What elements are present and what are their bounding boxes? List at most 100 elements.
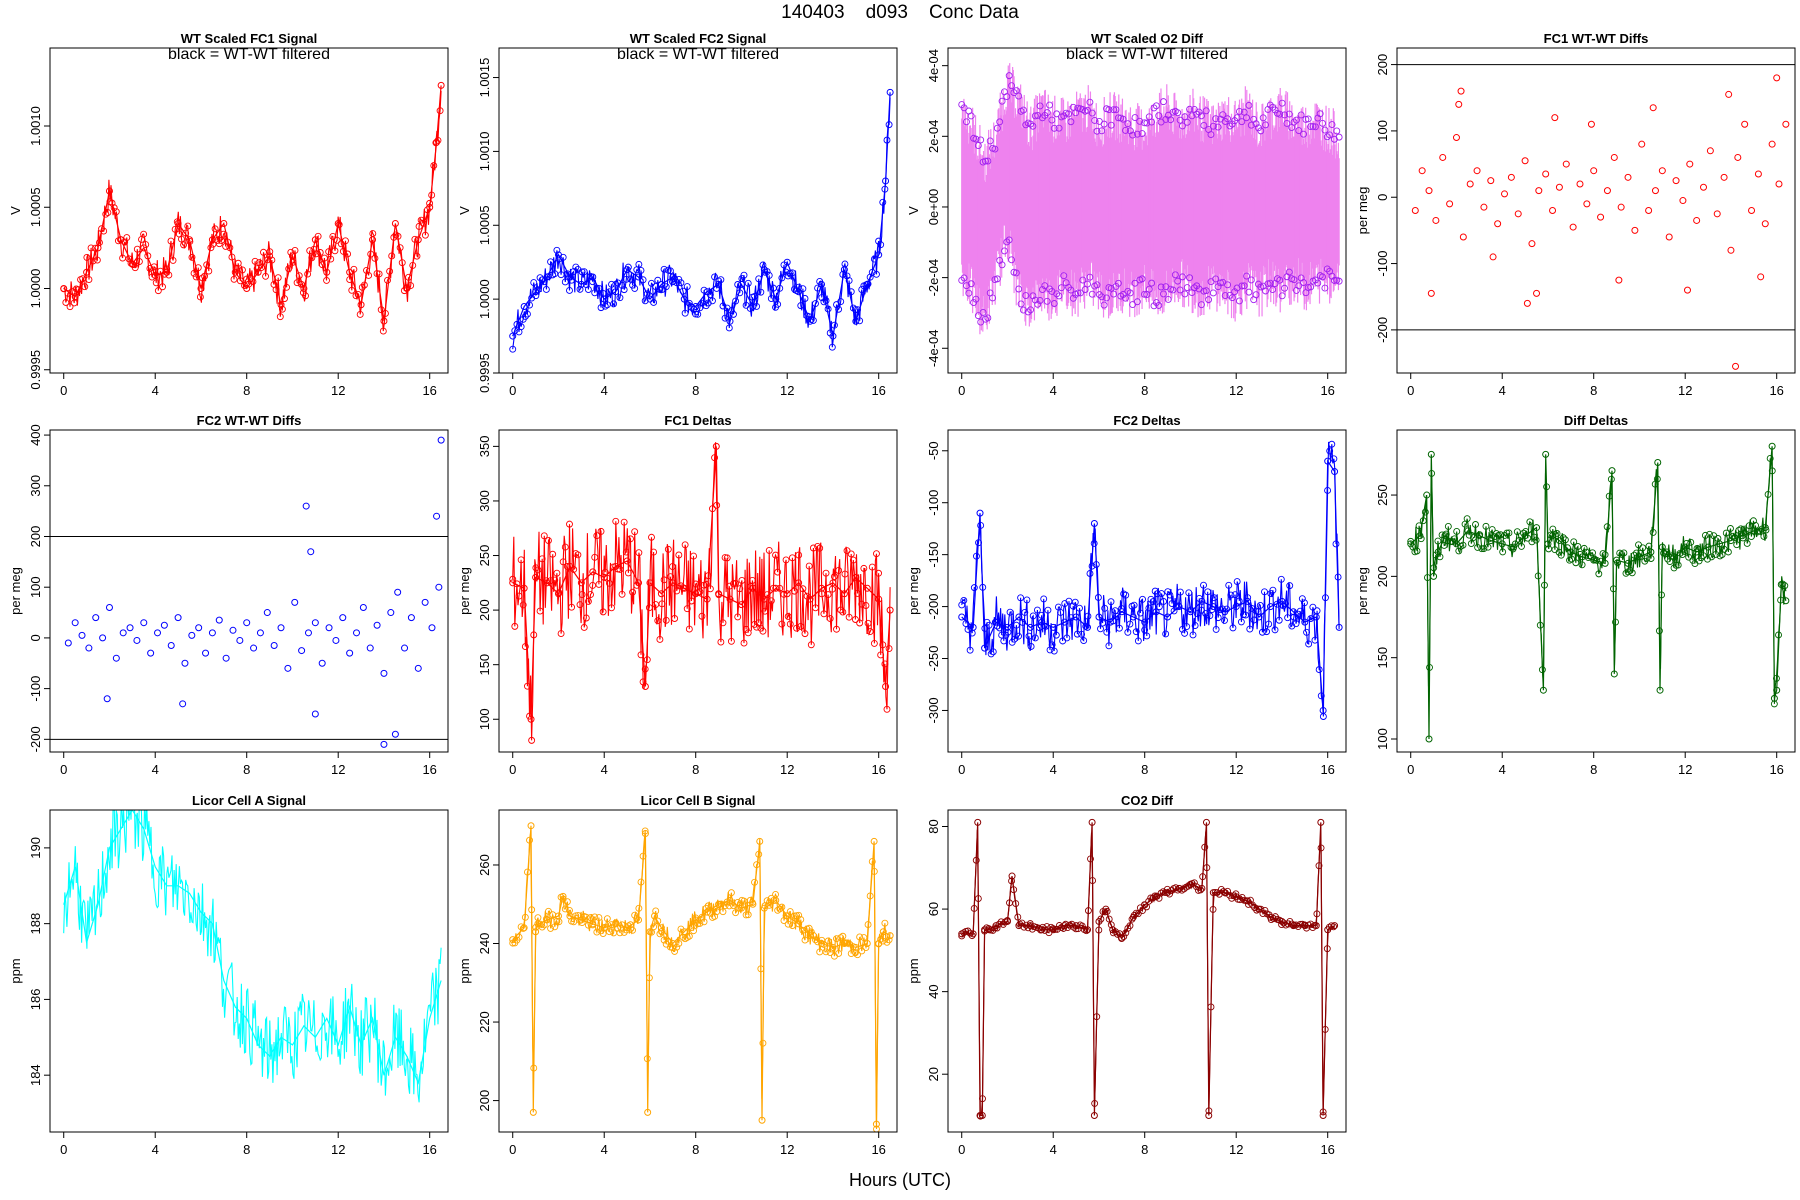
y-tick-label: 220 [477, 1011, 492, 1033]
data-point [757, 965, 765, 973]
data-point [270, 642, 278, 650]
data-point [1061, 600, 1069, 607]
data-point [692, 916, 700, 924]
data-point [1507, 173, 1515, 181]
data-point [181, 659, 189, 667]
data-point [515, 933, 523, 941]
chart-title: WT Scaled FC2 Signal [630, 31, 767, 46]
data-point [683, 605, 691, 613]
data-point [591, 553, 599, 561]
data-point [873, 1125, 880, 1132]
y-tick-label: 400 [28, 424, 43, 446]
data-point [578, 268, 586, 276]
data-point [646, 928, 654, 936]
data-point [1209, 603, 1217, 611]
data-point [627, 275, 634, 283]
data-point [133, 636, 141, 644]
lower-point [1314, 279, 1322, 287]
data-point [612, 920, 620, 928]
data-point [868, 858, 876, 866]
plot-area [50, 436, 448, 748]
data-point [1164, 588, 1172, 596]
data-point [566, 287, 573, 294]
data-point [414, 664, 422, 672]
data-point [390, 233, 398, 241]
data-point [1221, 889, 1229, 897]
data-point [589, 568, 597, 576]
lower-point [1086, 273, 1094, 281]
data-point [1090, 539, 1098, 547]
data-point [858, 286, 866, 294]
data-point [1086, 570, 1094, 577]
data-point [584, 286, 592, 293]
data-point [709, 297, 716, 305]
data-point [584, 597, 592, 605]
data-point [1700, 183, 1708, 191]
data-point [1761, 220, 1769, 228]
data-point [540, 532, 548, 540]
data-point [644, 1108, 652, 1116]
data-point [318, 261, 326, 269]
data-point [772, 295, 780, 303]
data-point [854, 306, 861, 314]
data-point [284, 664, 292, 672]
x-tick-label: 4 [1050, 383, 1057, 398]
data-point [641, 683, 649, 691]
data-point [719, 908, 727, 916]
data-point [858, 600, 866, 608]
data-point [1434, 537, 1442, 545]
data-point [1271, 626, 1279, 634]
data-point [384, 276, 391, 284]
lower-point [1235, 297, 1243, 305]
data-point [730, 902, 737, 910]
data-point [1174, 602, 1182, 610]
data-point [962, 620, 970, 628]
data-point [236, 636, 244, 644]
y-tick-label: 150 [477, 654, 492, 676]
data-point [608, 921, 615, 929]
data-point [734, 613, 742, 621]
data-point [593, 284, 601, 292]
data-point [703, 288, 711, 296]
data-point [760, 595, 768, 603]
lower-point [1027, 306, 1035, 314]
lower-point [1190, 284, 1198, 292]
data-point [1704, 555, 1711, 563]
lower-point [1300, 279, 1307, 286]
data-point [251, 257, 259, 265]
upper-point [1295, 127, 1303, 135]
lower-point [1036, 297, 1044, 304]
series-line [63, 810, 442, 1103]
data-point [542, 915, 550, 923]
chart-annotation: black = WT-WT filtered [1066, 46, 1228, 63]
lower-point [979, 308, 987, 316]
data-point [1319, 1111, 1327, 1119]
data-point [797, 916, 805, 923]
data-point [1538, 666, 1546, 674]
data-point [1432, 216, 1440, 224]
data-point [528, 906, 536, 914]
y-tick-label: -250 [926, 646, 941, 672]
upper-point [1105, 106, 1113, 114]
data-point [1534, 572, 1542, 580]
data-point [543, 273, 551, 281]
data-point [1164, 613, 1172, 621]
data-point [847, 288, 855, 296]
y-tick-label: 200 [477, 599, 492, 621]
data-point [1543, 483, 1551, 491]
y-tick-label: 100 [28, 576, 43, 598]
data-point [782, 556, 790, 564]
data-point [71, 293, 79, 301]
data-point [829, 943, 837, 951]
data-point [1487, 177, 1495, 185]
data-point [1430, 572, 1438, 580]
plot-area [63, 810, 442, 1103]
data-point [517, 323, 525, 331]
y-tick-label: -200 [28, 726, 43, 752]
data-point [793, 624, 801, 632]
data-point [1704, 543, 1712, 551]
x-tick-label: 8 [1141, 762, 1148, 777]
data-point [818, 940, 826, 948]
plot-area [958, 818, 1339, 1120]
